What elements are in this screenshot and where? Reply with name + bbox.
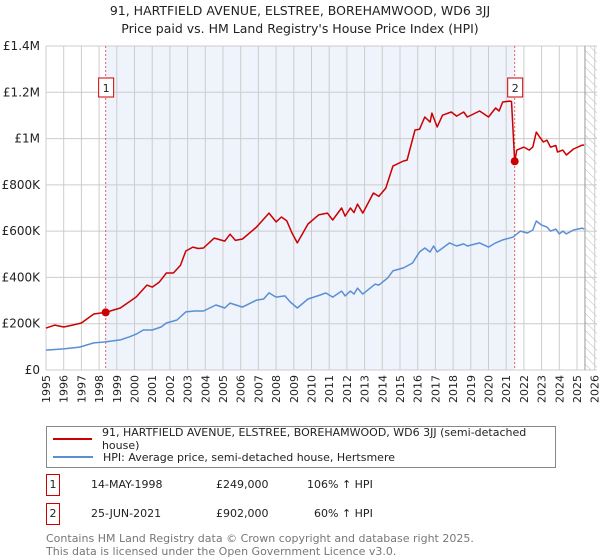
sale-label-box xyxy=(98,77,115,98)
x-tick-label: 2011 xyxy=(323,375,336,403)
x-tick-label: 2012 xyxy=(341,375,354,403)
y-tick-label: £600K xyxy=(2,224,42,238)
sale-point xyxy=(101,308,110,317)
legend: 91, HARTFIELD AVENUE, ELSTREE, BOREHAMWO… xyxy=(46,426,556,468)
sale-price: £249,000 xyxy=(216,478,269,491)
x-tick-label: 2009 xyxy=(288,375,301,403)
sale-label: 1 xyxy=(103,82,110,95)
x-tick-label: 2016 xyxy=(412,375,425,403)
y-tick-label: £400K xyxy=(2,270,42,284)
sale-badge: 1 xyxy=(46,474,60,496)
x-tick-label: 2021 xyxy=(500,375,513,403)
x-tick-label: 1995 xyxy=(40,375,53,403)
x-tick-label: 2017 xyxy=(429,375,442,403)
sale-hpi-change: 60% ↑ HPI xyxy=(314,507,373,520)
x-tick-label: 2003 xyxy=(182,375,195,403)
hpi-line xyxy=(45,220,585,351)
sale-point xyxy=(510,157,519,166)
y-tick-label: £1.2M xyxy=(3,85,40,99)
y-tick-label: £0 xyxy=(25,363,40,377)
footer-licence: This data is licensed under the Open Gov… xyxy=(46,545,397,558)
sale-row-1: 1 14-MAY-1998 £249,000 106% ↑ HPI xyxy=(46,474,546,496)
x-tick-label: 2026 xyxy=(589,375,600,403)
x-tick-label: 2004 xyxy=(199,375,212,403)
legend-red-line xyxy=(53,438,92,440)
x-tick-label: 2022 xyxy=(518,375,531,403)
x-tick-label: 1998 xyxy=(93,375,106,403)
sale-label: 2 xyxy=(512,82,519,95)
sale-badge: 2 xyxy=(46,503,60,525)
x-tick-label: 2023 xyxy=(536,375,549,403)
x-tick-label: 2019 xyxy=(465,375,478,403)
legend-item-property: 91, HARTFIELD AVENUE, ELSTREE, BOREHAMWO… xyxy=(53,426,555,452)
sale-hpi-change: 106% ↑ HPI xyxy=(307,478,373,491)
chart-subtitle: Price paid vs. HM Land Registry's House … xyxy=(121,21,479,36)
x-tick-label: 2020 xyxy=(483,375,496,403)
sale-price: £902,000 xyxy=(216,507,269,520)
y-tick-label: £800K xyxy=(2,178,42,192)
y-tick-label: £200K xyxy=(2,317,42,331)
x-tick-label: 2006 xyxy=(235,375,248,403)
sale-date: 25-JUN-2021 xyxy=(91,507,162,520)
legend-property-label: 91, HARTFIELD AVENUE, ELSTREE, BOREHAMWO… xyxy=(101,426,527,452)
legend-hpi-label: HPI: Average price, semi-detached house,… xyxy=(103,450,395,464)
ownership-period-shade xyxy=(105,46,515,370)
price-chart: 1995 1996 1997 1998 1999 2000 2001 2002 2003 2004… xyxy=(2,39,600,403)
x-tick-label: 2010 xyxy=(306,375,319,403)
x-tick-label: 2013 xyxy=(359,375,372,403)
x-tick-label: 2014 xyxy=(376,375,389,403)
x-tick-label: 2005 xyxy=(217,375,230,403)
property-price-line xyxy=(45,100,585,329)
chart-title: 91, HARTFIELD AVENUE, ELSTREE, BOREHAMWO… xyxy=(109,3,491,18)
y-tick-label: £1M xyxy=(14,132,40,146)
x-tick-label: 2025 xyxy=(571,375,584,403)
x-tick-label: 1996 xyxy=(58,375,71,403)
x-tick-label: 2008 xyxy=(270,375,283,403)
x-tick-label: 1997 xyxy=(75,375,88,403)
x-tick-label: 2000 xyxy=(129,375,142,403)
x-tick-label: 2002 xyxy=(164,375,177,403)
x-tick-label: 2015 xyxy=(394,375,407,403)
x-tick-label: 2018 xyxy=(447,375,460,403)
y-tick-label: £1.4M xyxy=(3,39,40,53)
sale-date: 14-MAY-1998 xyxy=(91,478,163,491)
legend-item-hpi: HPI: Average price, semi-detached house,… xyxy=(53,449,395,465)
x-tick-label: 2007 xyxy=(252,375,265,403)
x-tick-label: 2024 xyxy=(553,375,566,403)
sale-row-2: 2 25-JUN-2021 £902,000 60% ↑ HPI xyxy=(46,503,546,525)
projection-hatch xyxy=(584,46,597,370)
footer-copyright: Contains HM Land Registry data © Crown c… xyxy=(46,532,474,545)
x-tick-label: 2001 xyxy=(146,375,159,403)
sale-label-box xyxy=(507,77,524,98)
legend-blue-line xyxy=(53,456,93,458)
x-tick-label: 1999 xyxy=(111,375,124,403)
